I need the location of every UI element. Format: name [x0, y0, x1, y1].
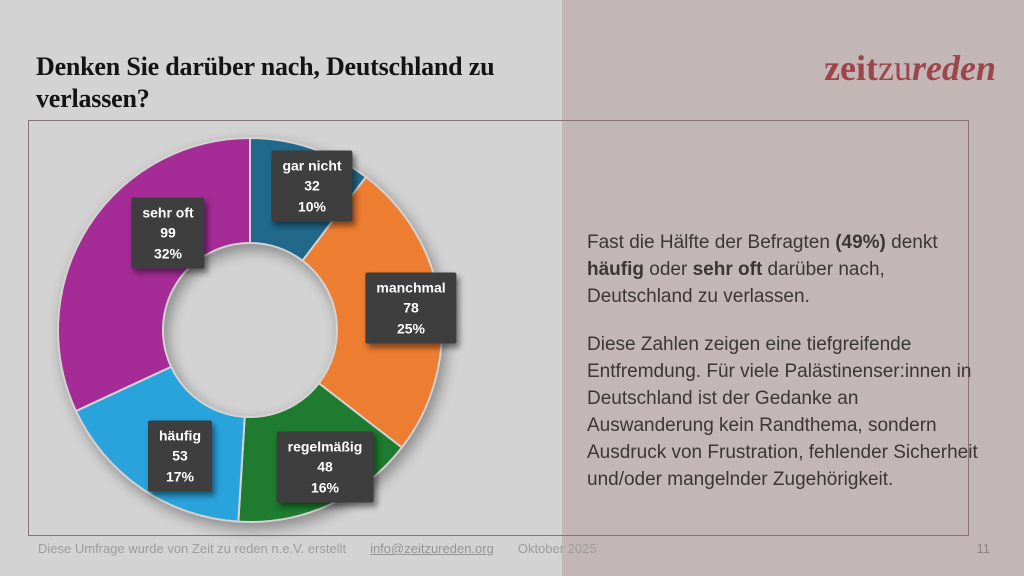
insight-paragraph-1: Fast die Hälfte der Befragten (49%) denk… [587, 229, 979, 310]
chart-label-sehr-oft: sehr oft 99 32% [131, 197, 205, 269]
segment-label: regelmäßig [287, 438, 363, 455]
page-title: Denken Sie darüber nach, Deutschland zu … [36, 52, 495, 114]
insight-paragraph-2: Diese Zahlen zeigen eine tiefgreifende E… [587, 334, 978, 490]
brand-logo: zeitzureden [824, 50, 996, 86]
footer: Diese Umfrage wurde von Zeit zu reden n.… [38, 541, 597, 556]
chart-label-gar-nicht: gar nicht 32 10% [271, 150, 353, 222]
chart-label-haeufig: häufig 53 17% [148, 420, 212, 492]
footer-date: Oktober 2025 [517, 541, 597, 556]
body-text: Fast die Hälfte der Befragten [587, 232, 836, 253]
right-panel-background [562, 0, 1024, 576]
segment-label: häufig [159, 427, 201, 444]
segment-percent: 16% [310, 479, 340, 496]
content-frame-border [28, 120, 969, 536]
segment-label: manchmal [376, 279, 446, 296]
segment-value: 53 [172, 447, 188, 464]
segment-value: 48 [317, 458, 333, 475]
logo-part-zeit: zeit [824, 48, 879, 88]
segment-percent: 32% [153, 245, 183, 262]
chart-label-regelmaessig: regelmäßig 48 16% [276, 431, 374, 503]
segment-percent: 10% [297, 198, 327, 215]
emphasis-text: häufig [587, 259, 644, 280]
chart-label-manchmal: manchmal 78 25% [365, 272, 457, 344]
emphasis-text: (49%) [835, 232, 886, 253]
segment-label: sehr oft [142, 204, 194, 221]
logo-part-zu: zu [878, 48, 912, 88]
footer-credit-text: Diese Umfrage wurde von Zeit zu reden n.… [38, 541, 347, 556]
logo-part-reden: reden [912, 48, 996, 88]
segment-value: 78 [403, 299, 419, 316]
segment-value: 99 [160, 224, 176, 241]
page-number: 11 [976, 541, 991, 556]
body-text: darüber nach, Deutschland zu verlassen. [587, 259, 885, 307]
body-text: denkt [885, 232, 938, 253]
donut-segment-sehroft [57, 136, 251, 413]
body-text: oder [644, 259, 693, 280]
segment-label: gar nicht [282, 157, 342, 174]
segment-percent: 25% [396, 320, 426, 337]
emphasis-text: sehr oft [692, 259, 763, 280]
segment-percent: 17% [165, 468, 195, 485]
footer-email-link[interactable]: info@zeitzureden.org [370, 541, 494, 556]
segment-value: 32 [304, 177, 320, 194]
